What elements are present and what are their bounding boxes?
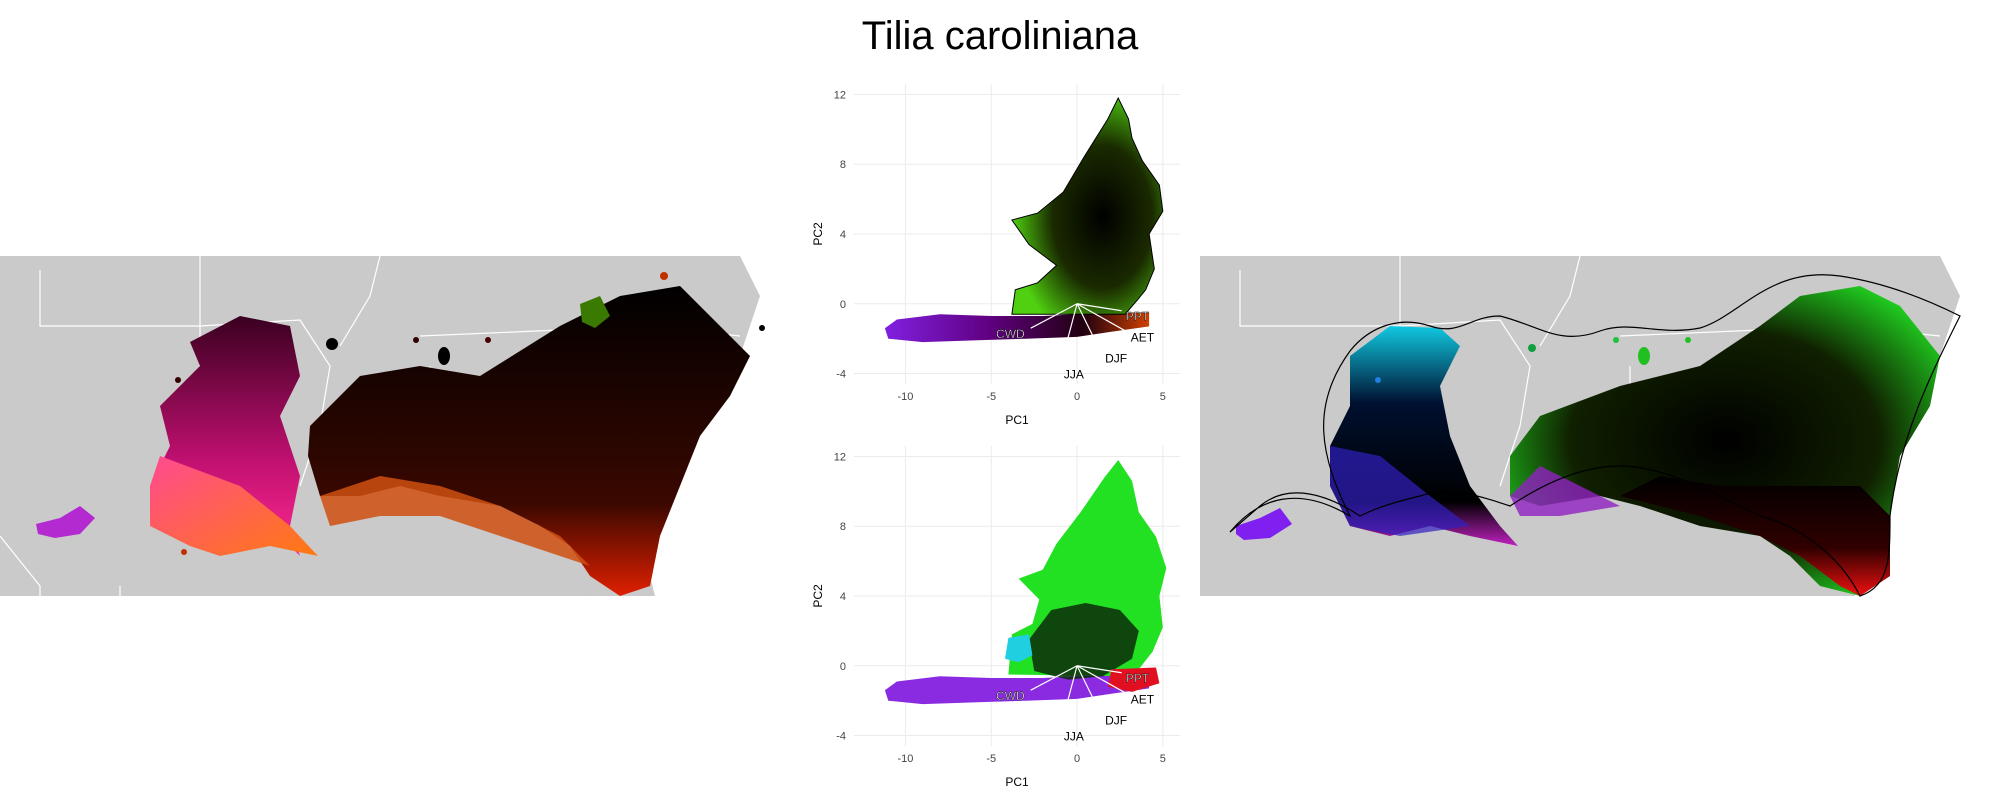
range-texas-small (36, 506, 95, 538)
loading-vector-jja (1059, 303, 1078, 369)
point-cloud-red (1107, 667, 1160, 692)
loading-vector-cwd (1030, 303, 1078, 329)
x-tick-label: 5 (1160, 391, 1166, 403)
loading-vector-aet (1076, 665, 1128, 695)
isolated-point (1528, 344, 1536, 352)
isolated-point (1613, 337, 1619, 343)
x-tick-label: 5 (1160, 753, 1166, 765)
range-east-purple (1510, 466, 1620, 516)
range-east-orange (320, 476, 590, 566)
y-tick-label: 4 (840, 229, 846, 241)
isolated-point (759, 325, 765, 331)
vector-label-jja: JJA (1064, 367, 1084, 381)
vector-label-djf: DJF (1105, 714, 1127, 728)
y-tick-label: 8 (840, 521, 846, 533)
range-east (308, 286, 750, 596)
point-cloud-dark-core (1029, 603, 1139, 680)
x-axis-label: PC1 (1005, 775, 1029, 789)
scatter-plot-bottom: PPT AET DJF JJA CWD -10 -5 0 5 -4 0 4 8 12 PC1 PC2 (811, 446, 1180, 789)
x-tick-label: -5 (986, 391, 996, 403)
isolated-point (660, 272, 668, 280)
isolated-point (1375, 377, 1381, 383)
loading-vector-cwd (1030, 665, 1078, 691)
range-east-red (1620, 476, 1890, 596)
water-bottom (0, 506, 600, 616)
y-tick-label: 12 (834, 89, 846, 101)
isolated-point (175, 377, 181, 383)
loading-vector-djf (1076, 665, 1102, 715)
x-tick-label: -10 (898, 753, 914, 765)
isolated-point (485, 337, 491, 343)
x-tick-label: -10 (898, 391, 914, 403)
vector-label-ppt: PPT (1126, 310, 1150, 324)
vector-label-aet: AET (1131, 331, 1155, 345)
isolated-point (413, 337, 419, 343)
x-tick-label: 0 (1074, 391, 1080, 403)
x-tick-label: -5 (986, 753, 996, 765)
isolated-point (181, 549, 187, 555)
range-appalachian-green (580, 296, 610, 328)
point-cloud-vertical (1011, 96, 1164, 315)
x-axis-label: PC1 (1005, 413, 1029, 427)
x-tick-label: 0 (1074, 753, 1080, 765)
vector-label-ppt: PPT (1126, 672, 1150, 686)
y-tick-label: 0 (840, 661, 846, 673)
y-tick-label: 0 (840, 299, 846, 311)
loading-vector-jja (1059, 665, 1078, 731)
vector-label-cwd: CWD (996, 327, 1025, 341)
scatter-plot-top: PPT AET DJF JJA CWD -10 -5 0 5 -4 0 4 8 12 PC1 PC2 (811, 84, 1180, 427)
loading-vector-ppt (1076, 303, 1122, 312)
point-cloud-band (884, 312, 1150, 343)
figure-title: Tilia caroliniana (861, 14, 1139, 58)
right-map (1200, 256, 2000, 616)
vector-label-djf: DJF (1105, 352, 1127, 366)
range-texas-small (1236, 508, 1292, 540)
loading-vector-aet (1076, 303, 1128, 333)
isolated-point (326, 338, 338, 350)
vector-label-aet: AET (1131, 693, 1155, 707)
convex-hull-outline (1229, 274, 1961, 597)
y-axis-label: PC2 (811, 584, 825, 608)
point-cloud-band (884, 674, 1150, 705)
isolated-point (1638, 347, 1650, 365)
y-tick-label: -4 (836, 369, 846, 381)
y-tick-label: 4 (840, 591, 846, 603)
loading-vector-djf (1076, 303, 1102, 353)
range-west-lower (150, 456, 318, 556)
y-axis-label: PC2 (811, 222, 825, 246)
y-tick-label: 8 (840, 159, 846, 171)
loading-vector-ppt (1076, 665, 1122, 674)
y-tick-label: 12 (834, 451, 846, 463)
y-tick-label: -4 (836, 731, 846, 743)
point-cloud-cyan (1005, 634, 1033, 663)
isolated-point (1685, 337, 1691, 343)
vector-label-cwd: CWD (996, 689, 1025, 703)
vector-label-jja: JJA (1064, 729, 1084, 743)
left-map (0, 256, 800, 616)
isolated-point (438, 347, 450, 365)
